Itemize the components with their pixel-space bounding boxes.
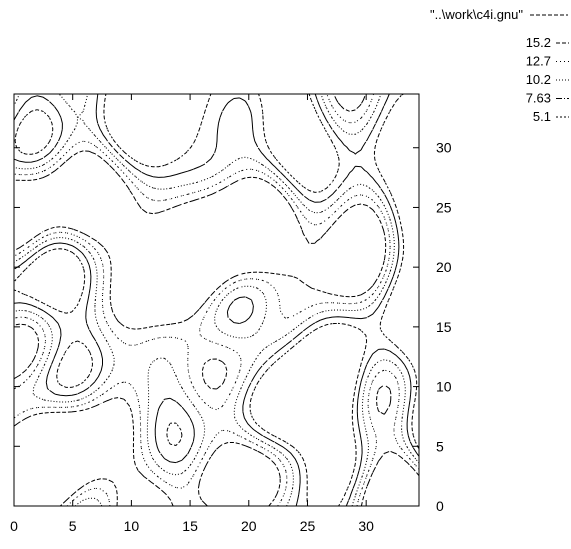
plot-frame xyxy=(13,93,420,507)
legend-title: "..\work\c4i.gnu" xyxy=(430,7,523,22)
x-tick-label: 25 xyxy=(300,518,316,534)
y-tick-label: 25 xyxy=(436,199,452,215)
contour-lines xyxy=(13,93,420,507)
y-tick-label: 0 xyxy=(436,498,444,514)
legend-level-label: 7.63 xyxy=(526,91,551,106)
legend-level-label: 12.7 xyxy=(526,54,551,69)
legend: "..\work\c4i.gnu"15.2 12.7 10.2 7.63 5.1 xyxy=(430,7,569,124)
x-tick-label: 5 xyxy=(69,518,77,534)
legend-level-label: 10.2 xyxy=(526,72,551,87)
x-tick-label: 15 xyxy=(182,518,198,534)
y-tick-label: 5 xyxy=(436,438,444,454)
y-tick-label: 10 xyxy=(436,379,452,395)
contour-level-12-7 xyxy=(13,93,420,507)
contour-level-5-1 xyxy=(13,93,420,507)
x-tick-label: 10 xyxy=(124,518,140,534)
contour-level-15-2 xyxy=(13,93,420,507)
contour-level-10-2 xyxy=(13,93,420,507)
y-axis-ticks: 0 5 10 15 20 25 30 xyxy=(14,140,452,514)
x-axis-ticks: 0 5 10 15 20 25 30 xyxy=(10,94,374,534)
y-tick-label: 15 xyxy=(436,319,452,335)
x-tick-label: 30 xyxy=(358,518,374,534)
y-tick-label: 20 xyxy=(436,259,452,275)
x-tick-label: 0 xyxy=(10,518,18,534)
legend-level-label: 15.2 xyxy=(526,35,551,50)
y-tick-label: 30 xyxy=(436,140,452,156)
x-tick-label: 20 xyxy=(241,518,257,534)
legend-level-label: 5.1 xyxy=(533,109,551,124)
contour-level-7-63 xyxy=(13,93,420,507)
